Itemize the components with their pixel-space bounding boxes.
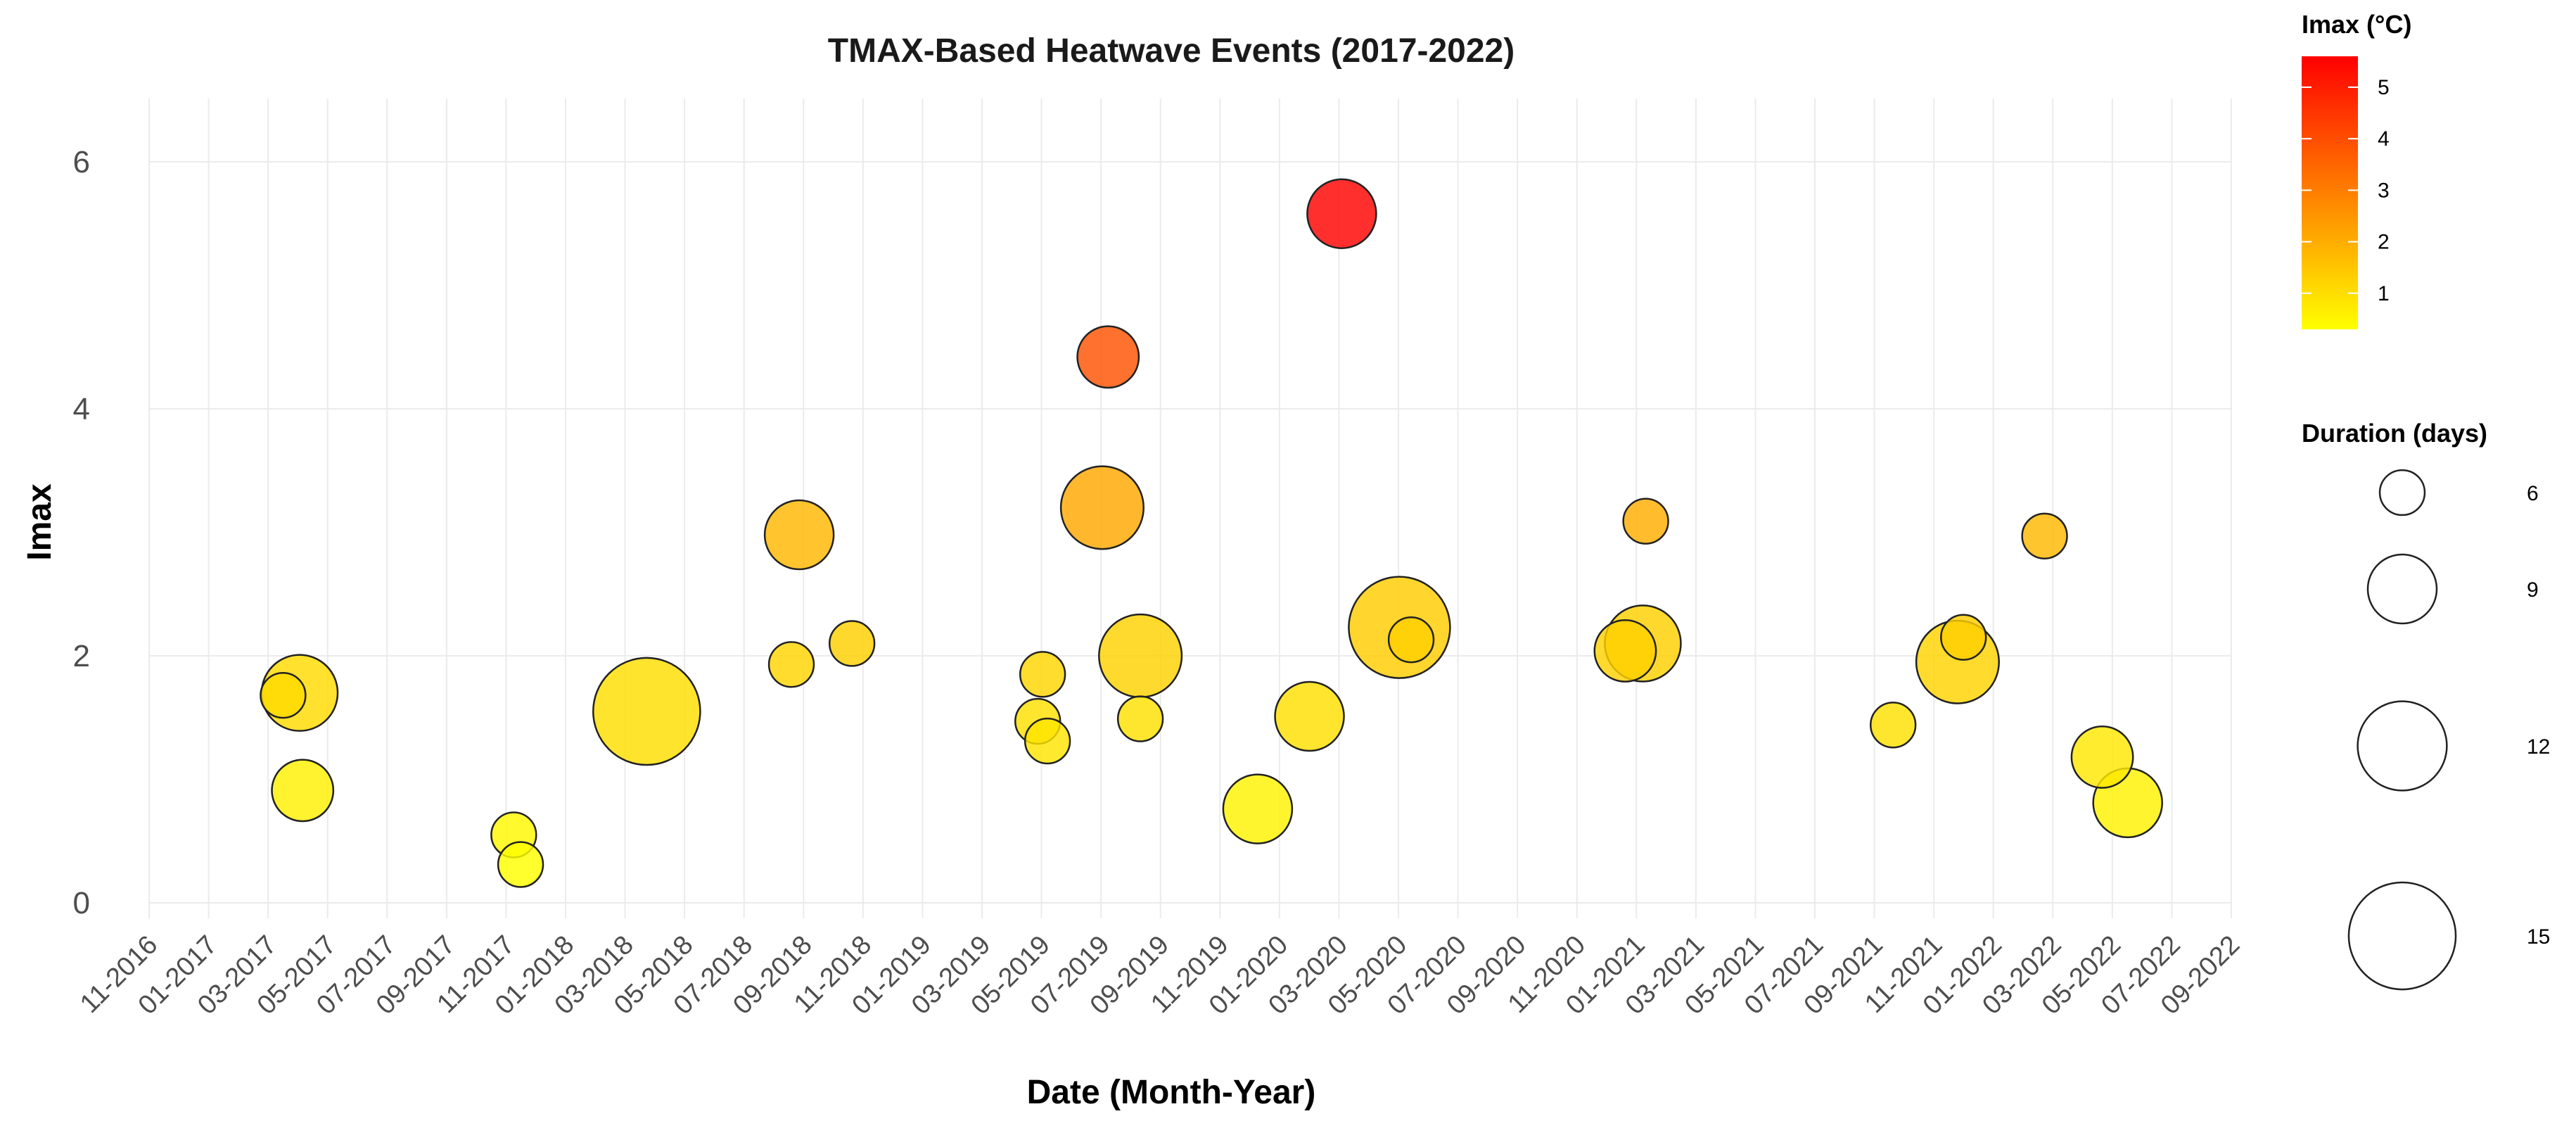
size-legend-label: 9	[2527, 578, 2539, 602]
size-legend: Duration (days) 6 9 12 15	[2302, 419, 2550, 991]
color-legend-title: Imax (°C)	[2302, 10, 2411, 39]
bubble-point	[828, 620, 876, 667]
size-legend-keys: 6 9 12 15	[2347, 469, 2550, 991]
color-tick-label: 1	[2378, 282, 2390, 305]
y-axis-title: Imax	[21, 483, 58, 561]
bubble-point	[1019, 651, 1066, 698]
x-axis-title: Date (Month-Year)	[1027, 1074, 1316, 1111]
color-tick-label: 3	[2378, 179, 2390, 202]
size-legend-circle	[2378, 469, 2426, 517]
size-legend-label: 12	[2527, 735, 2550, 759]
bubble-point	[1593, 619, 1657, 683]
y-tick-label: 0	[73, 886, 90, 920]
bubble-point	[1222, 773, 1294, 844]
size-legend-circle	[2357, 700, 2448, 792]
color-legend-ticks: 1 2 3 4 5	[2302, 76, 2390, 305]
bubble-point	[2021, 512, 2068, 559]
bubble-point	[260, 671, 307, 719]
bubble-point	[1274, 680, 1345, 752]
bubble-point	[1940, 614, 1987, 661]
color-tick-label: 4	[2378, 127, 2390, 151]
bubble-point	[592, 657, 701, 766]
bubble-point	[1306, 178, 1377, 249]
bubble-series	[260, 178, 2163, 888]
bubble-point	[1024, 717, 1071, 765]
bubble-point	[1622, 498, 1669, 545]
bubble-point	[767, 641, 815, 688]
bubble-point	[1869, 702, 1917, 749]
bubble-point	[497, 841, 544, 888]
size-legend-title: Duration (days)	[2302, 419, 2487, 448]
size-legend-circle	[2366, 553, 2438, 625]
y-axis-ticks: 0 2 4 6	[73, 145, 90, 920]
color-legend: Imax (°C) 1 2 3 4 5	[2302, 10, 2411, 329]
bubble-point	[1387, 616, 1435, 664]
chart-title: TMAX-Based Heatwave Events (2017-2022)	[828, 32, 1515, 70]
size-legend-circle	[2347, 881, 2457, 991]
color-tick-label: 5	[2378, 76, 2390, 99]
bubble-point	[1116, 695, 1164, 742]
bubble-point	[1059, 465, 1144, 550]
color-legend-bar	[2302, 56, 2358, 329]
bubble-point	[2070, 725, 2134, 789]
grid-lines	[148, 99, 2232, 918]
y-tick-label: 6	[73, 145, 90, 179]
bubble-point	[271, 759, 335, 823]
bubble-point	[1076, 325, 1140, 389]
size-legend-label: 6	[2527, 482, 2539, 505]
color-tick-label: 2	[2378, 231, 2390, 254]
y-tick-label: 2	[73, 639, 90, 673]
bubble-point	[763, 499, 835, 571]
bubble-point	[1098, 613, 1183, 699]
y-tick-label: 4	[73, 392, 90, 426]
size-legend-label: 15	[2527, 925, 2550, 949]
